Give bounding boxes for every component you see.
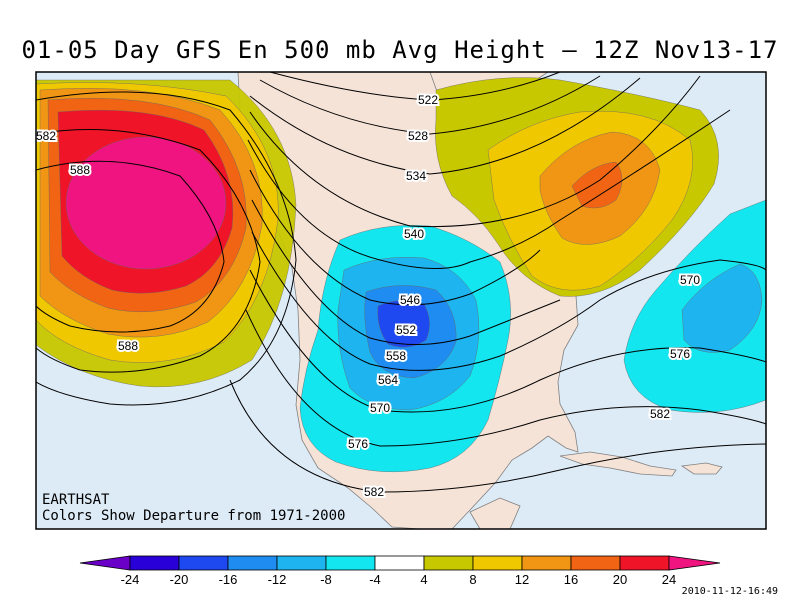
colorbar: -24 -20 -16 -12 -8 -4 4 8 12 16 20 24 — [79, 555, 721, 587]
mexico-south-land — [469, 497, 521, 529]
colorbar-left-arrow — [79, 555, 131, 571]
contour-line — [249, 75, 701, 228]
central-us-cold-anomaly-16 — [377, 300, 430, 348]
contour-label-582: 582 — [36, 129, 56, 143]
timestamp: 2010-11-12-16:49 — [681, 586, 778, 597]
colorbar-tick-label: -8 — [320, 572, 332, 587]
contour-label-576: 576 — [670, 347, 690, 361]
contour-label-528: 528 — [408, 129, 428, 143]
colorbar-cell — [276, 555, 327, 571]
departure-shading — [36, 77, 766, 473]
contour-line — [36, 91, 297, 406]
colorbar-cell — [227, 555, 278, 571]
colorbar-tick-label: -4 — [369, 572, 381, 587]
colorbar-cell — [423, 555, 474, 571]
colorbar-tick-label: 20 — [613, 572, 627, 587]
map-title: 01-05 Day GFS En 500 mb Avg Height — 12Z… — [21, 36, 779, 64]
colorbar-tick-label: -20 — [170, 572, 189, 587]
contour-label-588: 588 — [70, 163, 90, 177]
contour-line — [36, 129, 261, 373]
contour-line — [36, 160, 225, 333]
colorbar-tick-label: -24 — [121, 572, 140, 587]
colorbar-tick-label: 8 — [469, 572, 476, 587]
contour-label-552: 552 — [396, 323, 416, 337]
colorbar-tick-label: 16 — [564, 572, 578, 587]
contour-line — [249, 169, 541, 306]
colorbar-cell — [521, 555, 572, 571]
contour-label-522: 522 — [418, 93, 438, 107]
height-contours — [36, 72, 766, 493]
colorbar-ticks: -24 -20 -16 -12 -8 -4 4 8 12 16 20 24 — [121, 572, 677, 587]
pacific-warm-anomaly-core — [65, 136, 227, 270]
colorbar-cell — [472, 555, 523, 571]
colorbar-right-arrow — [668, 555, 721, 571]
atlantic-cold-anomaly-8 — [681, 263, 763, 353]
credit-note: Colors Show Departure from 1971-2000 — [42, 508, 346, 524]
colorbar-tick-label: 24 — [662, 572, 676, 587]
colorbar-tick-label: 4 — [420, 572, 427, 587]
contour-line — [229, 379, 766, 493]
contour-label-534: 534 — [406, 169, 426, 183]
contour-line — [249, 77, 641, 175]
map-frame — [35, 71, 767, 530]
contour-label-564: 564 — [378, 373, 398, 387]
contour-label-540: 540 — [404, 227, 424, 241]
contour-line — [251, 199, 561, 346]
hispaniola-land — [680, 462, 723, 475]
colorbar-tick-label: -16 — [219, 572, 238, 587]
colorbar-tick-label: -12 — [268, 572, 287, 587]
contour-line — [249, 269, 766, 413]
contour-label-570: 570 — [370, 401, 390, 415]
colorbar-cell — [570, 555, 621, 571]
contour-line — [245, 309, 766, 447]
contour-label-546: 546 — [400, 293, 420, 307]
contour-line — [251, 231, 766, 371]
contour-label-588: 588 — [118, 339, 138, 353]
contour-line — [269, 72, 561, 101]
colorbar-cell — [619, 555, 670, 571]
contour-label-576: 576 — [348, 437, 368, 451]
cuba-land — [559, 451, 677, 477]
colorbar-cell — [374, 555, 425, 571]
contour-label-582: 582 — [650, 407, 670, 421]
contour-line — [259, 75, 601, 135]
colorbar-cell — [129, 555, 180, 571]
credit-source: EARTHSAT — [42, 492, 110, 508]
contour-labels: 522 528 534 540 546 552 558 564 570 570 … — [36, 91, 702, 501]
colorbar-tick-label: 12 — [515, 572, 529, 587]
colorbar-cell — [325, 555, 376, 571]
contour-label-558: 558 — [386, 349, 406, 363]
contour-line — [247, 109, 731, 269]
contour-label-582: 582 — [364, 485, 384, 499]
contour-label-570: 570 — [680, 273, 700, 287]
colorbar-cell — [178, 555, 229, 571]
east-canada-warm-anomaly-20 — [571, 161, 623, 209]
